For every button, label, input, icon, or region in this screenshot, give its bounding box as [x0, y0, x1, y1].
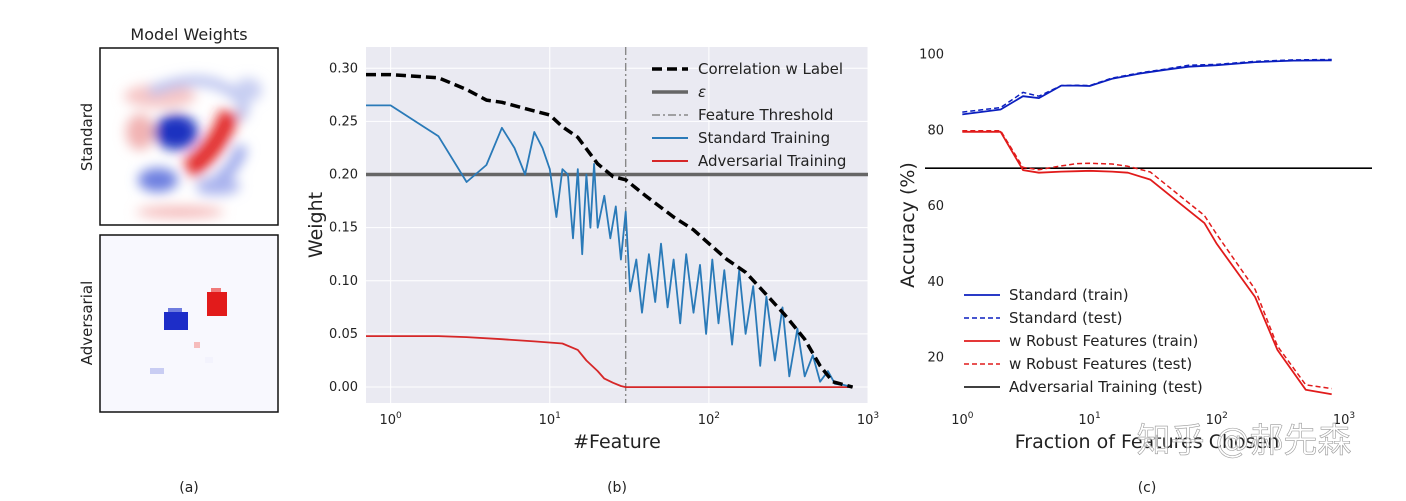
plot-b-xlabel: #Feature	[573, 431, 661, 453]
panel-a: Model Weights Standard	[78, 25, 279, 496]
series-standard-training	[366, 104, 853, 388]
plot-c-background	[950, 47, 1344, 403]
adversarial-weights-image	[99, 234, 279, 413]
legend-label: Standard Training	[698, 129, 830, 147]
plot-b-series	[366, 72, 854, 389]
c-ytick-label: 40	[927, 275, 944, 290]
watermark: 知乎 @郝先森	[1137, 421, 1352, 461]
b-ytick-label: 0.30	[329, 61, 358, 76]
c-ytick-label: 100	[919, 48, 944, 63]
legend-label: Adversarial Training (test)	[1009, 378, 1203, 396]
legend-label: Standard (test)	[1009, 309, 1123, 327]
legend-label: Adversarial Training	[698, 152, 846, 170]
panel-b: 0.00 0.05 0.10 0.15 0.20 0.25 0.30 100 101 102 103…	[305, 47, 879, 496]
legend-label: Correlation w Label	[698, 60, 843, 78]
plot-c-series	[962, 58, 1332, 396]
b-ytick-label: 0.15	[329, 221, 358, 236]
series-w-robust-features-test	[962, 129, 1332, 390]
plot-c-ylabel: Accuracy (%)	[897, 162, 919, 288]
legend-label: Standard (train)	[1009, 286, 1129, 304]
b-xtick-label: 101	[539, 411, 561, 428]
panel-a-title: Model Weights	[130, 25, 247, 44]
row-label-standard: Standard	[78, 103, 96, 171]
legend-label: w Robust Features (test)	[1009, 355, 1192, 373]
b-ytick-label: 0.05	[329, 327, 358, 342]
series-adversarial-training	[366, 335, 853, 389]
b-xtick-label: 103	[857, 411, 879, 428]
series-standard-test	[962, 58, 1332, 113]
c-xtick-label: 100	[951, 411, 974, 428]
series-w-robust-features-train	[962, 130, 1332, 396]
series-correlation-w-label	[366, 72, 854, 389]
plot-b-ylabel: Weight	[305, 192, 327, 258]
standard-weights-image	[99, 47, 279, 226]
c-ytick-label: 20	[927, 351, 944, 366]
legend-label: ε	[698, 83, 706, 101]
legend-label: Feature Threshold	[698, 106, 833, 124]
row-label-adversarial: Adversarial	[78, 281, 96, 366]
caption-c: (c)	[1138, 480, 1157, 496]
legend-label: w Robust Features (train)	[1009, 332, 1198, 350]
b-ytick-label: 0.00	[329, 380, 358, 395]
c-xtick-label: 101	[1078, 411, 1100, 428]
b-xtick-label: 102	[698, 411, 720, 428]
plot-b-legend: Correlation w Label ε Feature Threshold Sta…	[652, 60, 846, 170]
b-ytick-label: 0.20	[329, 168, 358, 183]
b-ytick-label: 0.10	[329, 274, 358, 289]
caption-b: (b)	[607, 480, 627, 496]
plot-b-ticks: 0.00 0.05 0.10 0.15 0.20 0.25 0.30 100 101 102 103	[329, 61, 879, 428]
c-ytick-label: 80	[927, 123, 944, 138]
c-ytick-label: 60	[927, 199, 944, 214]
caption-a: (a)	[179, 480, 199, 496]
b-ytick-label: 0.25	[329, 114, 358, 129]
plot-c-xlabel: Fraction of Features Chosen	[1015, 431, 1280, 453]
b-xtick-label: 100	[380, 411, 403, 428]
plot-c-legend: Standard (train) Standard (test) w Robust …	[964, 286, 1203, 396]
